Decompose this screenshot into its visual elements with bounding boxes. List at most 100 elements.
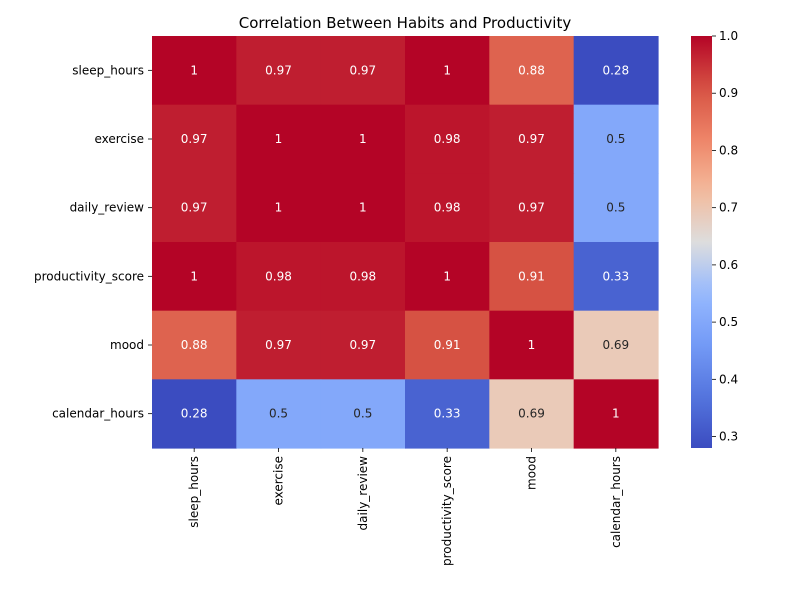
cell-value-label: 0.98 <box>434 201 461 215</box>
cell-value-label: 0.98 <box>349 269 376 283</box>
cell-value-label: 0.98 <box>265 269 292 283</box>
heatmap-cell <box>405 242 490 312</box>
heatmap-cell <box>573 242 659 312</box>
heatmap-cell <box>236 379 322 449</box>
y-tick-label: sleep_hours <box>72 63 144 77</box>
heatmap-cell <box>489 36 575 106</box>
colorbar-gradient <box>691 36 712 448</box>
heatmap-cell <box>320 310 406 380</box>
heatmap-cell <box>489 242 575 312</box>
cell-value-label: 0.88 <box>181 338 208 352</box>
colorbar-tick-label: 0.8 <box>719 143 738 157</box>
x-tick-label: calendar_hours <box>609 456 623 548</box>
cell-value-label: 1 <box>190 63 198 77</box>
cell-value-label: 0.91 <box>434 338 461 352</box>
heatmap-cell <box>236 36 322 106</box>
heatmap-cell <box>152 36 237 106</box>
heatmap-cell <box>405 36 490 106</box>
y-tick-label: exercise <box>94 132 144 146</box>
cell-value-label: 0.97 <box>265 338 292 352</box>
heatmap-cell <box>320 36 406 106</box>
colorbar-tick-label: 0.7 <box>719 201 738 215</box>
cell-value-label: 0.97 <box>349 338 376 352</box>
cell-value-label: 0.97 <box>265 63 292 77</box>
heatmap-cell <box>405 173 490 243</box>
heatmap-cell <box>489 104 575 174</box>
cell-value-label: 0.91 <box>518 269 545 283</box>
cell-value-label: 0.5 <box>353 407 372 421</box>
cell-value-label: 1 <box>359 201 367 215</box>
cell-value-label: 0.5 <box>606 201 625 215</box>
cell-value-label: 0.97 <box>518 132 545 146</box>
heatmap-cell <box>405 379 490 449</box>
y-tick-label: mood <box>110 338 144 352</box>
heatmap-cell <box>152 173 237 243</box>
cell-value-label: 0.69 <box>602 338 629 352</box>
cell-value-label: 0.97 <box>349 63 376 77</box>
chart-title: Correlation Between Habits and Productiv… <box>239 14 572 32</box>
cell-value-label: 0.33 <box>602 269 629 283</box>
cell-value-label: 0.98 <box>434 132 461 146</box>
heatmap-cell <box>573 173 659 243</box>
cell-value-label: 0.97 <box>181 132 208 146</box>
cell-value-label: 0.5 <box>269 407 288 421</box>
heatmap-cell <box>573 379 659 449</box>
cell-value-label: 0.88 <box>518 63 545 77</box>
colorbar-tick-label: 0.6 <box>719 258 738 272</box>
y-tick-label: calendar_hours <box>52 407 144 421</box>
cell-value-label: 0.5 <box>606 132 625 146</box>
heatmap-cell <box>489 379 575 449</box>
heatmap-cell <box>573 36 659 106</box>
y-tick-label: productivity_score <box>34 269 144 283</box>
colorbar: 0.3 0.4 0.5 0.6 0.7 0.8 0.9 1.0 <box>691 29 738 448</box>
cell-value-label: 1 <box>443 63 451 77</box>
colorbar-tick-label: 0.9 <box>719 86 738 100</box>
heatmap-cell <box>489 310 575 380</box>
x-tick-label: exercise <box>272 456 286 506</box>
heatmap-cell <box>405 310 490 380</box>
heatmap-cell <box>152 310 237 380</box>
cell-value-label: 1 <box>528 338 536 352</box>
heatmap-cell <box>405 104 490 174</box>
cell-value-label: 0.33 <box>434 407 461 421</box>
colorbar-tick-label: 0.5 <box>719 315 738 329</box>
cell-value-label: 0.28 <box>602 63 629 77</box>
heatmap-cell <box>152 242 237 312</box>
cell-value-label: 1 <box>359 132 367 146</box>
cell-value-label: 1 <box>612 407 620 421</box>
heatmap-cells <box>152 36 659 449</box>
colorbar-tick-label: 0.4 <box>719 372 738 386</box>
colorbar-tick-label: 0.3 <box>719 430 738 444</box>
cell-value-label: 1 <box>443 269 451 283</box>
heatmap-cell <box>320 379 406 449</box>
heatmap-cell <box>573 104 659 174</box>
x-tick-label: daily_review <box>356 456 370 531</box>
heatmap-cell <box>236 242 322 312</box>
heatmap-cell <box>236 310 322 380</box>
cell-value-label: 0.97 <box>181 201 208 215</box>
heatmap-cell <box>320 104 406 174</box>
y-tick-label: daily_review <box>70 201 145 215</box>
cell-value-label: 1 <box>275 201 283 215</box>
x-tick-label: mood <box>525 456 539 490</box>
cell-value-label: 0.69 <box>518 407 545 421</box>
heatmap-cell <box>152 379 237 449</box>
heatmap-cell <box>320 242 406 312</box>
heatmap-annotations: 1 0.97 0.97 1 0.88 0.28 0.97 1 1 0.98 0.97 0.5 0.97 1… <box>181 63 629 420</box>
heatmap-cell <box>489 173 575 243</box>
heatmap-cell <box>236 173 322 243</box>
heatmap-cell <box>320 173 406 243</box>
colorbar-tick-label: 1.0 <box>719 29 738 43</box>
cell-value-label: 0.97 <box>518 201 545 215</box>
cell-value-label: 0.28 <box>181 407 208 421</box>
cell-value-label: 1 <box>275 132 283 146</box>
heatmap-cell <box>236 104 322 174</box>
y-axis: sleep_hours exercise daily_review productiv… <box>34 63 152 421</box>
heatmap-cell <box>152 104 237 174</box>
x-axis: sleep_hours exercise daily_review productiv… <box>187 448 623 566</box>
heatmap-cell <box>573 310 659 380</box>
x-tick-label: sleep_hours <box>187 456 201 528</box>
cell-value-label: 1 <box>190 269 198 283</box>
